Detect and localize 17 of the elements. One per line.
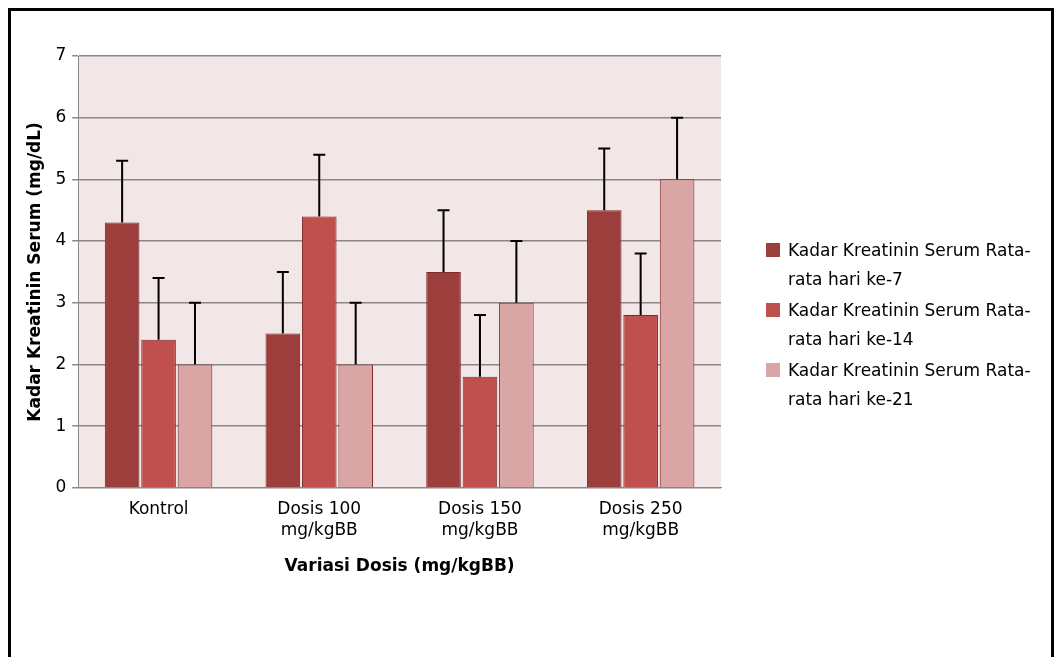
y-tick-label: 1	[55, 414, 67, 435]
x-tick-label: Dosis 250 mg/kgBB	[598, 498, 683, 539]
x-tick-label: Dosis 100 mg/kgBB	[277, 498, 362, 539]
x-tick-label: Dosis 150 mg/kgBB	[438, 498, 522, 539]
y-tick-label: 5	[55, 167, 67, 188]
y-tick-label: 2	[55, 352, 67, 373]
y-axis-title: Kadar Kreatinin Serum (mg/dL)	[23, 122, 44, 422]
x-tick-label: Kontrol	[128, 498, 189, 519]
legend-label: Kadar Kreatinin Serum Rata-rata hari ke-14	[788, 299, 1032, 351]
legend-label: Kadar Kreatinin Serum Rata-rata hari ke-21	[788, 359, 1032, 411]
y-tick-label: 7	[55, 44, 67, 65]
legend-label: Kadar Kreatinin Serum Rata-rata hari ke-7	[788, 239, 1032, 291]
y-tick-label: 0	[55, 476, 67, 497]
y-tick-label: 4	[55, 229, 67, 250]
y-tick-label: 3	[55, 291, 67, 312]
x-axis-title: Variasi Dosis (mg/kgBB)	[284, 555, 515, 576]
y-tick-label: 6	[55, 106, 67, 127]
